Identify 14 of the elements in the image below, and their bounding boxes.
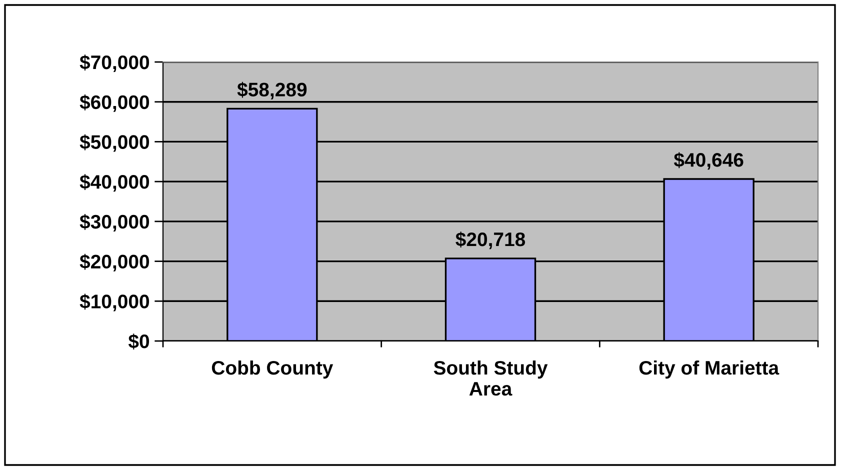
y-tick-label: $40,000 <box>80 174 150 192</box>
y-tick-label: $50,000 <box>80 134 150 152</box>
y-tick-label: $70,000 <box>80 54 150 72</box>
data-label: $20,718 <box>456 232 526 250</box>
y-tick-label: $0 <box>128 334 150 350</box>
y-tick-label: $20,000 <box>80 254 150 272</box>
y-tick-label: $30,000 <box>80 214 150 232</box>
x-tick-label: South Study Area <box>434 360 548 396</box>
y-tick-label: $60,000 <box>80 94 150 112</box>
x-tick-label: City of Marietta <box>639 360 780 379</box>
data-label: $58,289 <box>237 82 307 100</box>
x-tick-label: Cobb County <box>212 360 334 379</box>
y-tick-label: $10,000 <box>80 294 150 312</box>
data-label: $40,646 <box>674 152 744 170</box>
